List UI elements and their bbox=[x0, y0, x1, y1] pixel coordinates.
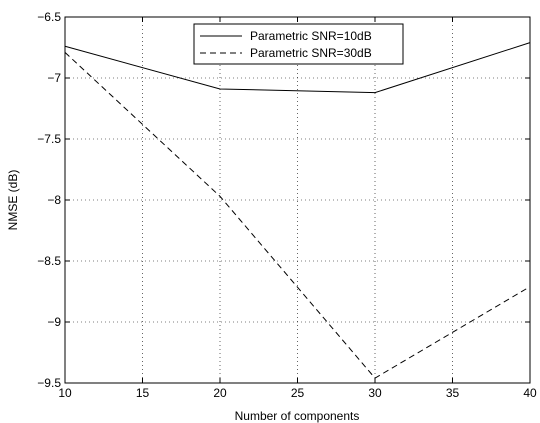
axis-ticks: 10 15 20 25 30 35 40 −6.5 −7 −7.5 −8 −8.5 −9 −9.5 bbox=[37, 10, 537, 400]
y-axis-title: NMSE (dB) bbox=[6, 170, 20, 231]
y-tick-label: −7.5 bbox=[37, 132, 61, 146]
x-tick-label: 25 bbox=[291, 386, 305, 400]
grid-lines bbox=[65, 17, 530, 383]
y-tick-label: −9.5 bbox=[37, 376, 61, 390]
series-line-1 bbox=[64, 42, 531, 94]
series-lines bbox=[64, 42, 531, 379]
y-tick-label: −7 bbox=[47, 71, 61, 85]
legend: Parametric SNR=10dB Parametric SNR=30dB bbox=[193, 23, 404, 65]
legend-label-series-1: Parametric SNR=10dB bbox=[250, 29, 372, 43]
x-tick-label: 40 bbox=[523, 386, 537, 400]
legend-box bbox=[193, 23, 404, 65]
x-tick-label: 35 bbox=[446, 386, 460, 400]
x-tick-label: 20 bbox=[213, 386, 227, 400]
x-tick-label: 30 bbox=[368, 386, 382, 400]
y-tick-label: −8.5 bbox=[37, 254, 61, 268]
x-tick-label: 15 bbox=[136, 386, 150, 400]
x-axis-title: Number of components bbox=[235, 409, 360, 423]
legend-label-series-2: Parametric SNR=30dB bbox=[250, 46, 372, 60]
y-tick-label: −8 bbox=[47, 193, 61, 207]
series-line-2 bbox=[64, 52, 531, 379]
y-tick-label: −6.5 bbox=[37, 10, 61, 24]
y-tick-label: −9 bbox=[47, 315, 61, 329]
x-tick-label: 10 bbox=[58, 386, 72, 400]
